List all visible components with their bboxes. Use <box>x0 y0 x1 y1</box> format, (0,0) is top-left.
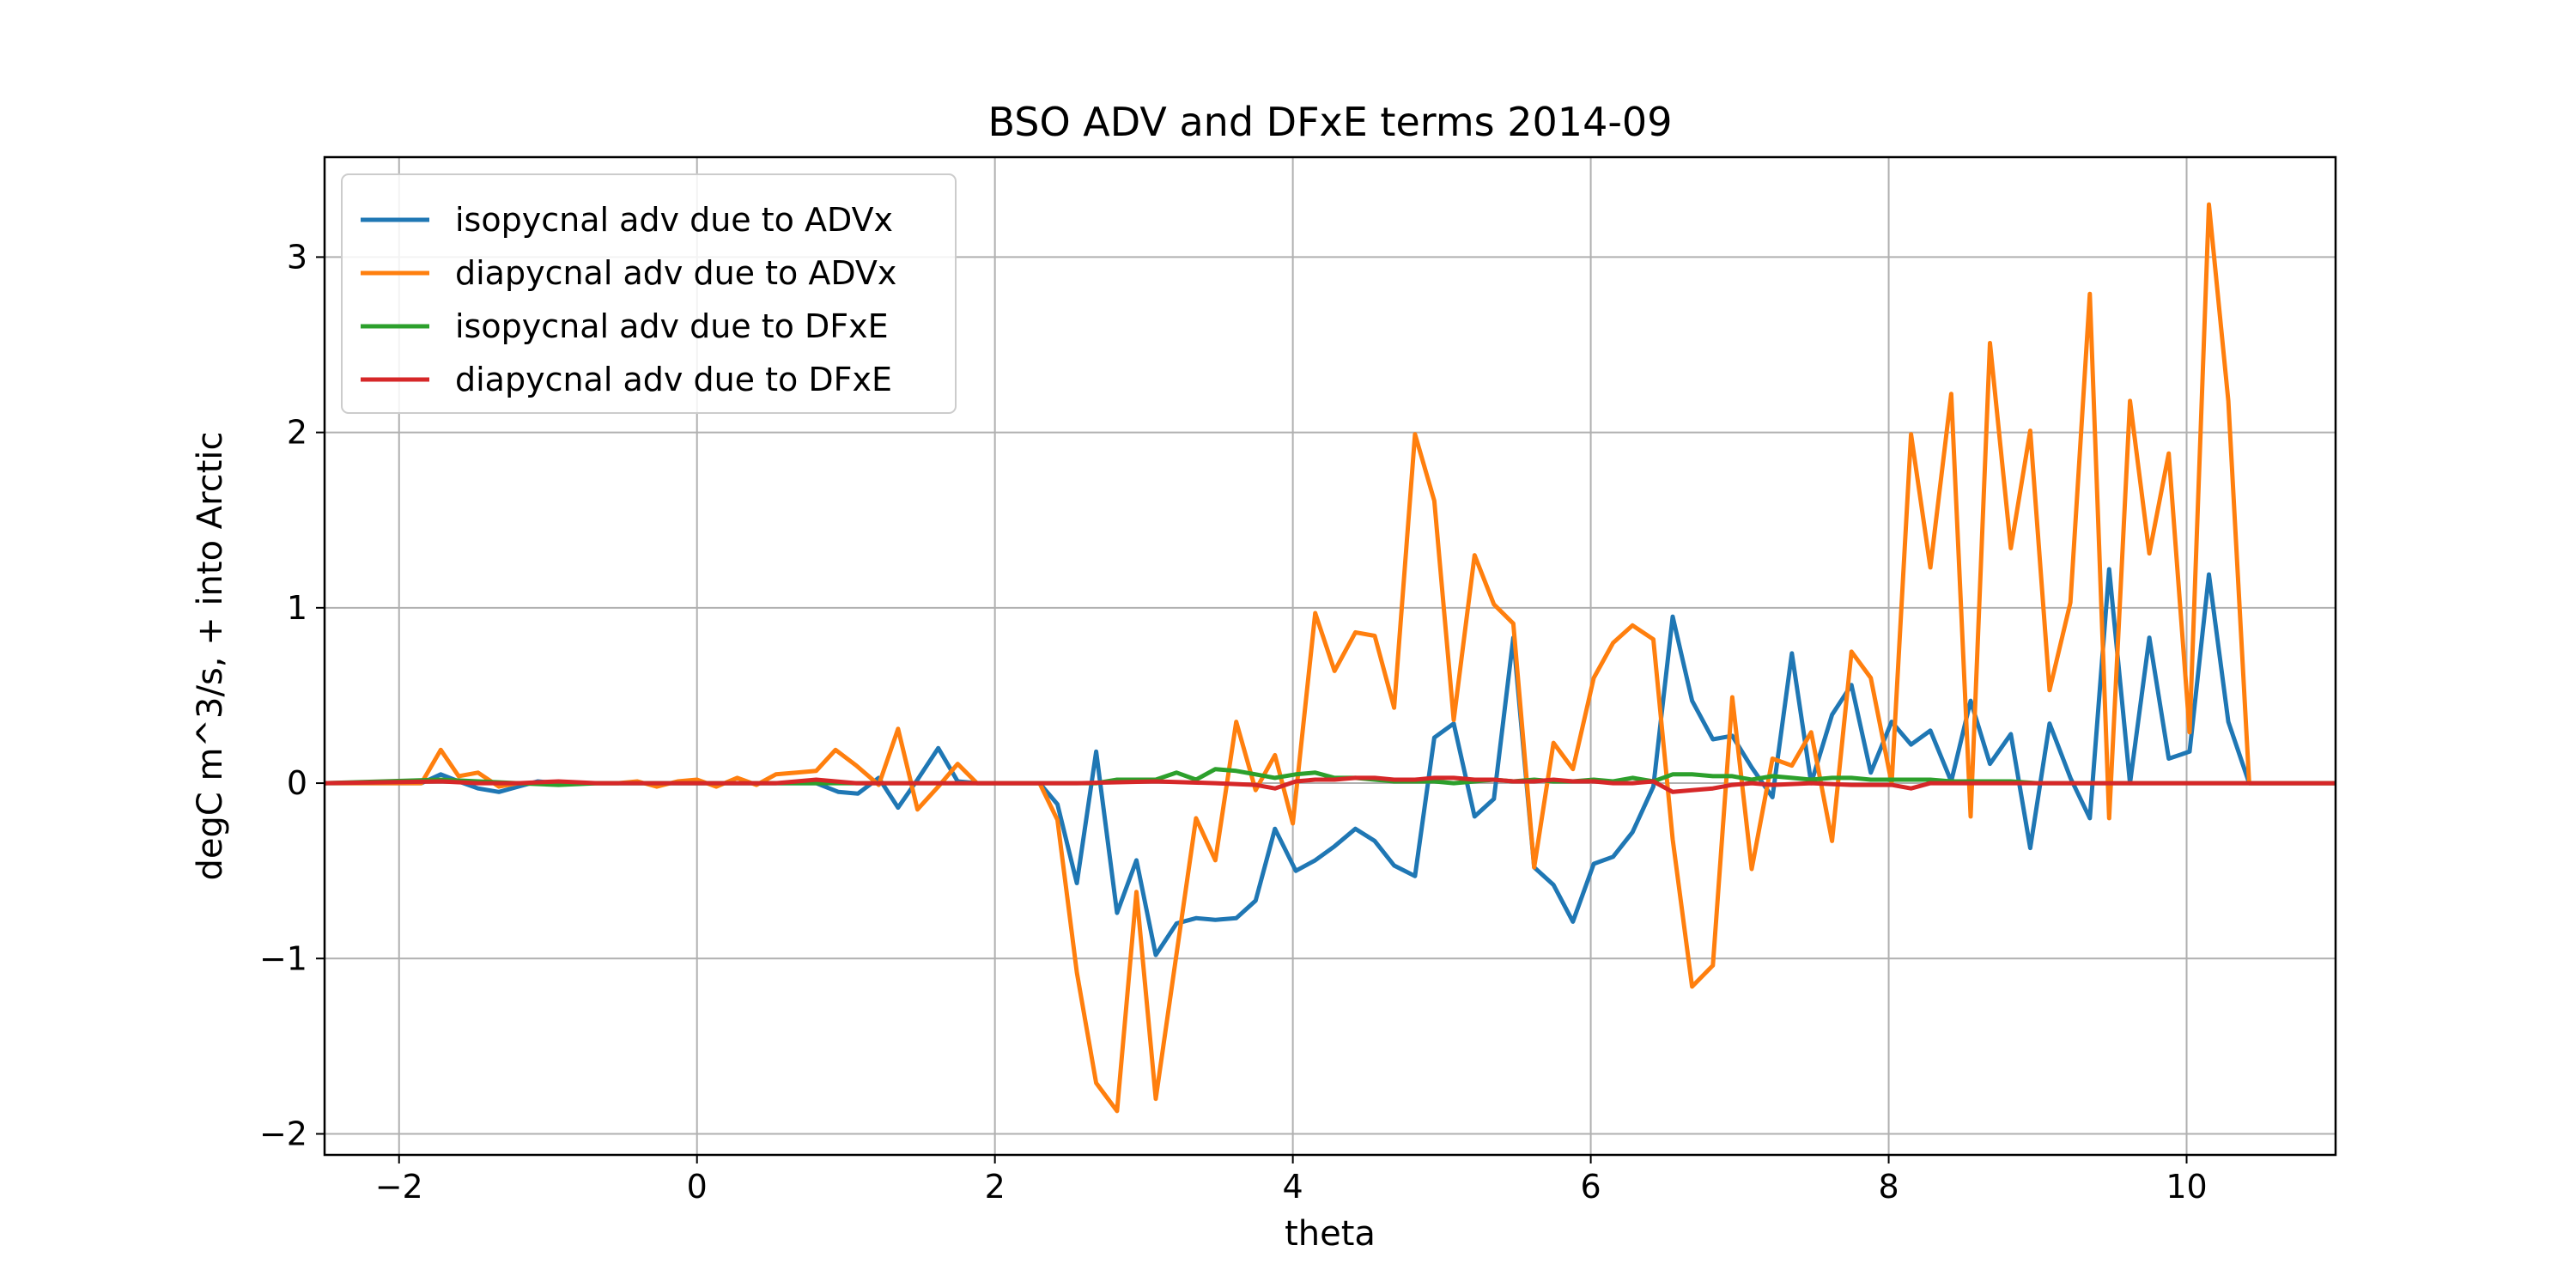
legend-label: isopycnal adv due to ADVx <box>455 201 893 239</box>
legend-box <box>341 173 957 414</box>
x-tick-label: 10 <box>2166 1168 2207 1206</box>
x-tick-label: 8 <box>1878 1168 1899 1206</box>
y-tick-label: 3 <box>287 238 307 276</box>
series-line-4 <box>324 775 2336 794</box>
x-tick-label: −2 <box>375 1168 423 1206</box>
plot-frame <box>323 155 2337 1157</box>
legend: isopycnal adv due to ADVx diapycnal adv d… <box>341 173 957 414</box>
y-tick-label: 1 <box>287 589 307 627</box>
x-tick-label: 4 <box>1283 1168 1303 1206</box>
legend-label: diapycnal adv due to ADVx <box>455 254 896 292</box>
chart-title: BSO ADV and DFxE terms 2014-09 <box>988 99 1673 145</box>
legend-label: diapycnal adv due to DFxE <box>455 361 892 398</box>
y-tick-label: −1 <box>259 939 307 977</box>
y-tick-label: 2 <box>287 414 307 452</box>
y-tick-label: 0 <box>287 764 307 802</box>
y-axis-label: degC m^3/s, + into Arctic <box>191 432 230 881</box>
axis-ticks: −2 0 2 4 6 8 10 −2 −1 0 1 2 3 <box>259 238 2208 1206</box>
x-tick-label: 6 <box>1580 1168 1601 1206</box>
x-tick-label: 2 <box>985 1168 1005 1206</box>
legend-label: isopycnal adv due to DFxE <box>455 307 889 345</box>
series-line-1 <box>325 567 2336 957</box>
x-axis-label: theta <box>1285 1214 1376 1254</box>
x-tick-label: 0 <box>687 1168 708 1206</box>
y-tick-label: −2 <box>259 1115 307 1152</box>
series-lines <box>324 202 2336 1114</box>
